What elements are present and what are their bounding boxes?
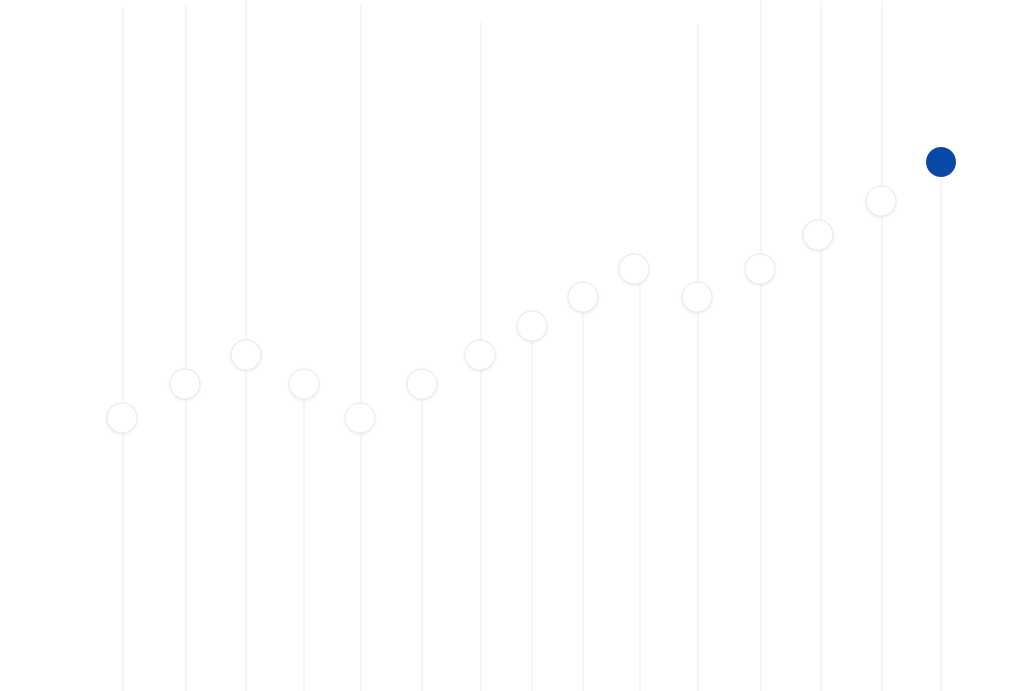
dot — [464, 339, 496, 371]
dot — [567, 281, 599, 313]
dot — [230, 339, 262, 371]
dot — [288, 368, 320, 400]
active-dot — [926, 147, 956, 177]
dot — [802, 219, 834, 251]
dot — [406, 368, 438, 400]
dot — [516, 310, 548, 342]
dot — [344, 402, 376, 434]
dot — [169, 368, 201, 400]
dot — [744, 253, 776, 285]
dot — [681, 281, 713, 313]
stems — [122, 0, 942, 691]
dot — [106, 402, 138, 434]
dots — [106, 147, 956, 434]
dot — [618, 253, 650, 285]
dot — [865, 185, 897, 217]
